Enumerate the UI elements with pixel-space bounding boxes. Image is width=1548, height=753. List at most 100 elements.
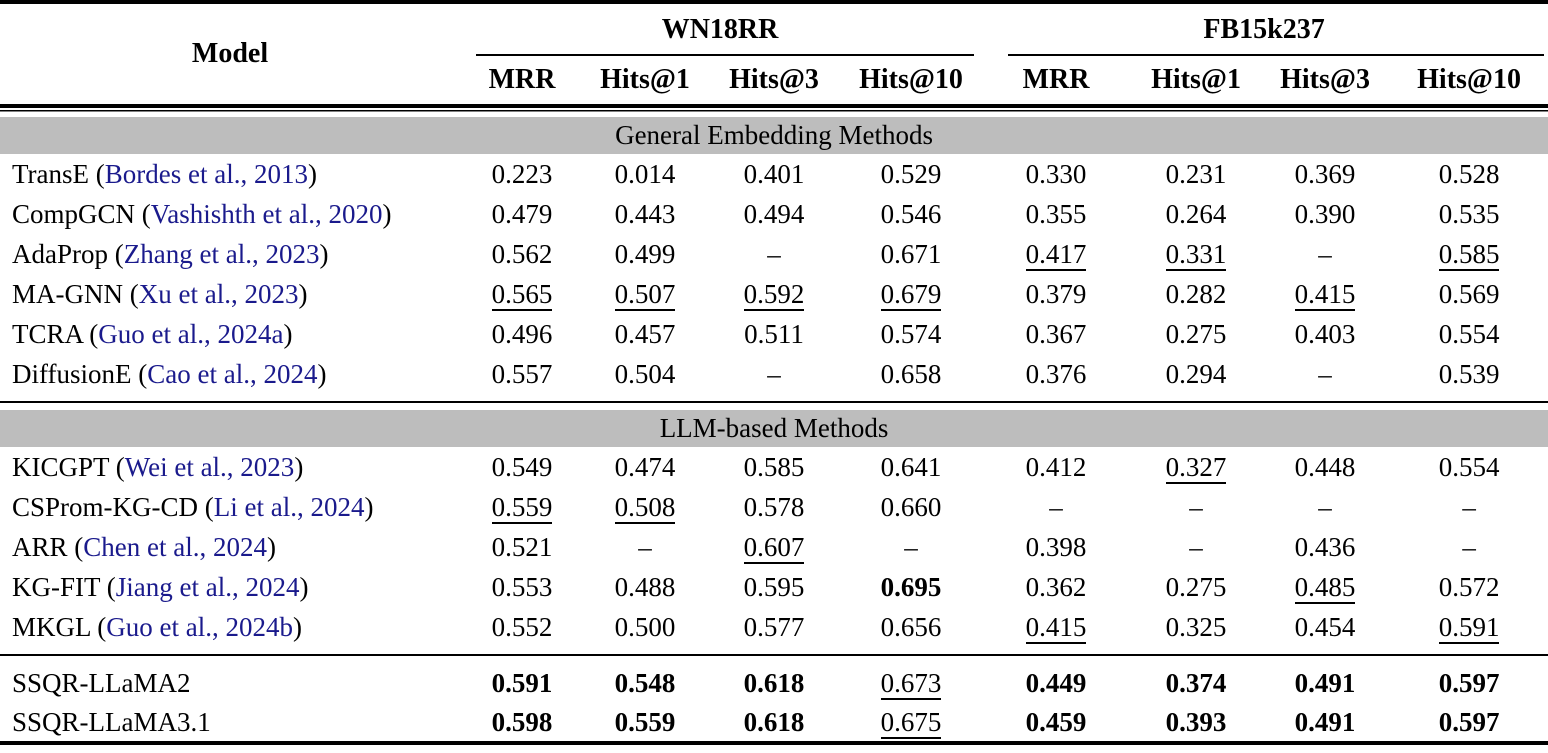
metric-value: 0.529 bbox=[880, 158, 942, 189]
metric-value-cell: 0.553 bbox=[460, 567, 584, 607]
metric-value: 0.367 bbox=[1025, 318, 1087, 349]
metric-value-cell: 0.362 bbox=[980, 567, 1132, 607]
metric-value-cell: – bbox=[1260, 234, 1390, 274]
section-divider-rule bbox=[0, 647, 1548, 663]
metric-value-cell: 0.597 bbox=[1390, 703, 1548, 743]
metric-value-cell: 0.376 bbox=[980, 354, 1132, 394]
metric-value-cell: 0.401 bbox=[706, 154, 842, 194]
section-band-row: LLM-based Methods bbox=[0, 410, 1548, 447]
metric-value-cell: 0.264 bbox=[1132, 194, 1260, 234]
metric-value: 0.553 bbox=[491, 571, 553, 602]
column-header-hits3-wn: Hits@3 bbox=[729, 64, 819, 95]
metric-value: 0.499 bbox=[614, 238, 676, 269]
metric-value: 0.443 bbox=[614, 198, 676, 229]
citation-link[interactable]: Guo et al., 2024a bbox=[98, 318, 284, 349]
metric-value-cell: 0.275 bbox=[1132, 567, 1260, 607]
metric-value-cell: 0.675 bbox=[842, 703, 980, 743]
table-row: CompGCN (Vashishth et al., 2020) 0.479 0.4… bbox=[0, 194, 1548, 234]
metric-value-cell: – bbox=[1390, 487, 1548, 527]
metric-value: 0.294 bbox=[1165, 358, 1227, 389]
section-title: LLM-based Methods bbox=[0, 410, 1548, 447]
metric-value-cell: 0.331 bbox=[1132, 234, 1260, 274]
metric-value-cell: 0.327 bbox=[1132, 447, 1260, 487]
citation-link[interactable]: Chen et al., 2024 bbox=[83, 531, 267, 562]
metric-value: 0.376 bbox=[1025, 358, 1087, 389]
metric-value: – bbox=[1462, 491, 1476, 522]
metric-value: 0.415 bbox=[1294, 278, 1356, 311]
citation-link[interactable]: Guo et al., 2024b bbox=[106, 611, 293, 642]
metric-value-cell: 0.459 bbox=[980, 703, 1132, 743]
metric-value: 0.618 bbox=[743, 667, 805, 698]
model-name-cell: KICGPT (Wei et al., 2023) bbox=[12, 451, 304, 482]
table-row: SSQR-LLaMA2 0.591 0.548 0.618 0.673 0.449 0.37… bbox=[0, 663, 1548, 703]
metric-value-cell: 0.656 bbox=[842, 607, 980, 647]
metric-value-cell: 0.565 bbox=[460, 274, 584, 314]
citation-link[interactable]: Cao et al., 2024 bbox=[147, 358, 318, 389]
metric-value: 0.597 bbox=[1438, 667, 1500, 698]
metric-value: 0.264 bbox=[1165, 198, 1227, 229]
metric-value: 0.331 bbox=[1165, 238, 1227, 271]
metric-value-cell: 0.398 bbox=[980, 527, 1132, 567]
metric-value-cell: 0.494 bbox=[706, 194, 842, 234]
metric-value: 0.393 bbox=[1165, 706, 1227, 737]
model-name-cell: AdaProp (Zhang et al., 2023) bbox=[12, 238, 329, 269]
metric-value: 0.398 bbox=[1025, 531, 1087, 562]
metric-value-cell: 0.641 bbox=[842, 447, 980, 487]
column-header-mrr-wn: MRR bbox=[488, 64, 556, 95]
metric-value: 0.403 bbox=[1294, 318, 1356, 349]
citation-link[interactable]: Bordes et al., 2013 bbox=[104, 158, 308, 189]
metric-value: 0.591 bbox=[491, 667, 553, 698]
table-row: CSProm-KG-CD (Li et al., 2024) 0.559 0.508… bbox=[0, 487, 1548, 527]
metric-value-cell: 0.369 bbox=[1260, 154, 1390, 194]
citation-link[interactable]: Jiang et al., 2024 bbox=[115, 571, 300, 602]
metric-value: 0.585 bbox=[1438, 238, 1500, 271]
model-name: CompGCN bbox=[12, 198, 136, 229]
metric-value: 0.597 bbox=[1438, 706, 1500, 737]
model-name: KG-FIT bbox=[12, 571, 101, 602]
column-header-hits10-wn: Hits@10 bbox=[859, 64, 963, 95]
metric-value-cell: 0.528 bbox=[1390, 154, 1548, 194]
metric-value: 0.355 bbox=[1025, 198, 1087, 229]
metric-value: 0.569 bbox=[1438, 278, 1500, 309]
metric-value-cell: 0.488 bbox=[584, 567, 706, 607]
citation-link[interactable]: Xu et al., 2023 bbox=[138, 278, 299, 309]
citation-link[interactable]: Vashishth et al., 2020 bbox=[150, 198, 383, 229]
metric-value-cell: 0.479 bbox=[460, 194, 584, 234]
column-header-mrr-fb: MRR bbox=[1022, 64, 1090, 95]
metric-value-cell: 0.591 bbox=[1390, 607, 1548, 647]
metric-value-cell: 0.390 bbox=[1260, 194, 1390, 234]
metric-value: 0.508 bbox=[614, 491, 676, 524]
metric-value-cell: 0.499 bbox=[584, 234, 706, 274]
header-group-row: Model WN18RR FB15k237 bbox=[0, 2, 1548, 69]
metric-value-cell: 0.508 bbox=[584, 487, 706, 527]
table-row: TransE (Bordes et al., 2013) 0.223 0.014 0.… bbox=[0, 154, 1548, 194]
citation-link[interactable]: Zhang et al., 2023 bbox=[123, 238, 320, 269]
metric-value: 0.412 bbox=[1025, 451, 1087, 482]
metric-value-cell: 0.548 bbox=[584, 663, 706, 703]
metric-value: – bbox=[904, 531, 918, 562]
metric-value-cell: 0.529 bbox=[842, 154, 980, 194]
citation-link[interactable]: Wei et al., 2023 bbox=[124, 451, 295, 482]
metric-value: – bbox=[1189, 491, 1203, 522]
metric-value: 0.415 bbox=[1025, 611, 1087, 644]
header-double-rule bbox=[0, 104, 1548, 117]
table-row: KG-FIT (Jiang et al., 2024) 0.553 0.488 0.5… bbox=[0, 567, 1548, 607]
metric-value-cell: 0.415 bbox=[980, 607, 1132, 647]
metric-value: 0.511 bbox=[744, 318, 804, 349]
metric-value-cell: 0.679 bbox=[842, 274, 980, 314]
metric-value: – bbox=[767, 358, 781, 389]
metric-value: 0.535 bbox=[1438, 198, 1500, 229]
metric-value-cell: 0.282 bbox=[1132, 274, 1260, 314]
metric-value: 0.374 bbox=[1165, 667, 1227, 698]
citation-link[interactable]: Li et al., 2024 bbox=[213, 491, 365, 522]
metric-value: – bbox=[1318, 238, 1332, 269]
metric-value-cell: 0.591 bbox=[460, 663, 584, 703]
model-name-cell: SSQR-LLaMA3.1 bbox=[0, 703, 460, 743]
metric-value: 0.572 bbox=[1438, 571, 1500, 602]
column-header-model: Model bbox=[191, 38, 269, 69]
metric-value-cell: 0.574 bbox=[842, 314, 980, 354]
metric-value-cell: 0.695 bbox=[842, 567, 980, 607]
metric-value-cell: 0.223 bbox=[460, 154, 584, 194]
metric-value: 0.598 bbox=[491, 706, 553, 737]
